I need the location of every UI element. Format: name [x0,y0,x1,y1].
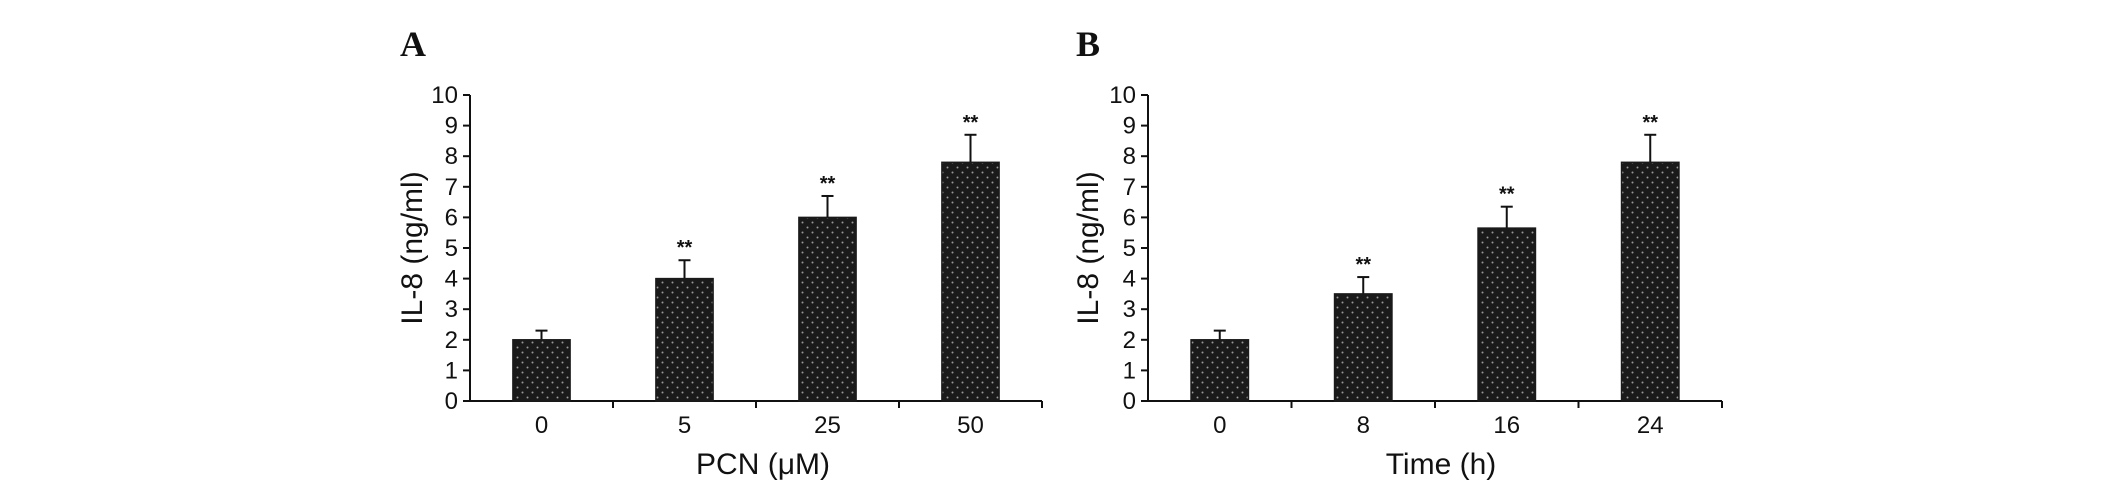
bar-a-5 [655,277,714,402]
panel-label-a: A [400,24,426,64]
y-tick-label-b: 4 [1123,266,1136,293]
x-axis-title-b: Time (h) [1386,448,1497,481]
bar-a-0 [512,339,571,402]
y-tick-label-b: 2 [1123,327,1136,354]
bar-b-0 [1190,339,1250,402]
x-tick-label-a: 0 [535,412,548,439]
y-tick-label-a: 0 [445,388,458,415]
y-tick-label-a: 1 [445,357,458,384]
y-tick-label-a: 10 [431,82,458,109]
y-tick-label-b: 5 [1123,235,1136,262]
significance-label-b: ** [1355,254,1371,276]
y-tick-label-a: 8 [445,143,458,170]
y-tick-label-a: 7 [445,174,458,201]
y-tick-label-b: 1 [1123,357,1136,384]
significance-label-a: ** [820,173,836,195]
y-tick-label-b: 6 [1123,204,1136,231]
y-tick-label-a: 2 [445,327,458,354]
bar-b-8 [1333,293,1393,402]
x-tick-label-a: 50 [957,412,984,439]
significance-label-b: ** [1642,112,1658,134]
y-axis-title-b: IL-8 (ng/ml) [1072,171,1105,324]
x-tick-label-b: 8 [1357,412,1370,439]
significance-label-b: ** [1499,184,1515,206]
bar-a-50 [941,161,1000,402]
y-tick-label-a: 5 [445,235,458,262]
y-tick-label-b: 7 [1123,174,1136,201]
significance-label-a: ** [963,112,979,134]
y-tick-label-b: 9 [1123,113,1136,140]
x-tick-label-b: 16 [1493,412,1520,439]
x-tick-label-b: 24 [1637,412,1664,439]
y-tick-label-a: 3 [445,296,458,323]
significance-label-a: ** [677,237,693,259]
y-tick-label-a: 6 [445,204,458,231]
bar-b-16 [1477,227,1537,402]
y-tick-label-a: 4 [445,266,458,293]
y-axis-title-a: IL-8 (ng/ml) [396,171,429,324]
y-tick-label-b: 0 [1123,388,1136,415]
y-tick-label-b: 8 [1123,143,1136,170]
chart-panel-a: A IL-8 (ng/ml) PCN (μM) 0 1 2 3 4 5 6 7 8 9 10 0 ** 5… [396,24,1043,481]
x-tick-label-b: 0 [1213,412,1226,439]
bar-a-25 [798,216,857,402]
panel-label-b: B [1076,24,1100,64]
chart-panel-b: B IL-8 (ng/ml) Time (h) 0 1 2 3 4 5 6 7 8 9 10 0 ** 8… [1072,24,1723,481]
y-tick-label-a: 9 [445,113,458,140]
x-tick-label-a: 25 [814,412,841,439]
x-axis-title-a: PCN (μM) [696,448,830,481]
y-tick-label-b: 10 [1109,82,1136,109]
y-tick-label-b: 3 [1123,296,1136,323]
bar-b-24 [1620,161,1680,402]
x-tick-label-a: 5 [678,412,691,439]
